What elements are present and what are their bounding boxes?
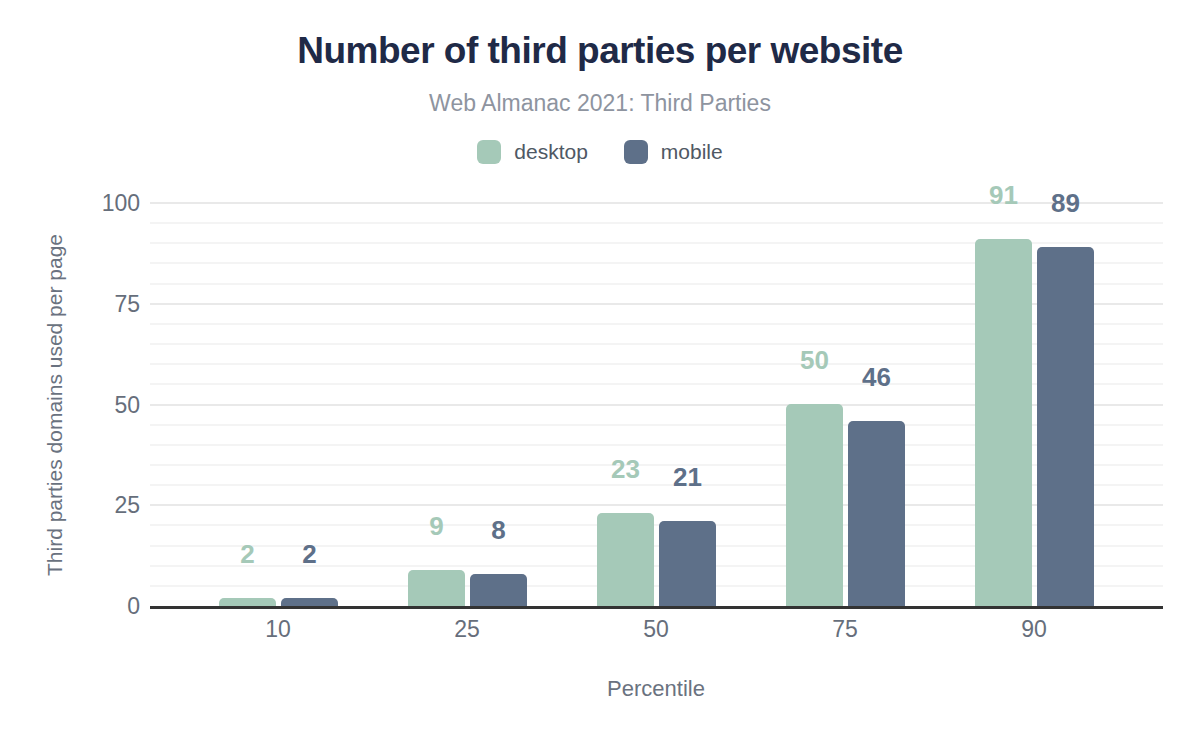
value-label-mobile-p50: 21 — [643, 462, 733, 493]
y-axis-title: Third parties domains used per page — [43, 195, 69, 615]
x-tick-label-75: 75 — [785, 616, 905, 643]
value-label-mobile-p90: 89 — [1021, 188, 1111, 219]
bar-desktop-p25[interactable] — [408, 570, 465, 606]
bar-mobile-p75[interactable] — [848, 421, 905, 606]
bar-desktop-p75[interactable] — [786, 404, 843, 606]
bar-mobile-p50[interactable] — [659, 521, 716, 606]
plot-area: 0255075100 Third parties domains used pe… — [0, 0, 1200, 742]
bar-chart: Number of third parties per website Web … — [0, 0, 1200, 742]
value-label-mobile-p10: 2 — [265, 539, 355, 570]
x-tick-label-25: 25 — [407, 616, 527, 643]
x-axis-line — [150, 606, 1163, 609]
bar-desktop-p90[interactable] — [975, 239, 1032, 606]
bar-desktop-p50[interactable] — [597, 513, 654, 606]
bar-desktop-p10[interactable] — [219, 598, 276, 606]
value-label-mobile-p25: 8 — [454, 515, 544, 546]
bar-mobile-p10[interactable] — [281, 598, 338, 606]
bar-mobile-p25[interactable] — [470, 574, 527, 606]
x-axis-title: Percentile — [556, 676, 756, 702]
x-tick-label-90: 90 — [974, 616, 1094, 643]
x-tick-label-10: 10 — [218, 616, 338, 643]
bar-mobile-p90[interactable] — [1037, 247, 1094, 606]
x-tick-label-50: 50 — [596, 616, 716, 643]
value-label-mobile-p75: 46 — [832, 362, 922, 393]
gridline-minor-95 — [150, 222, 1163, 224]
